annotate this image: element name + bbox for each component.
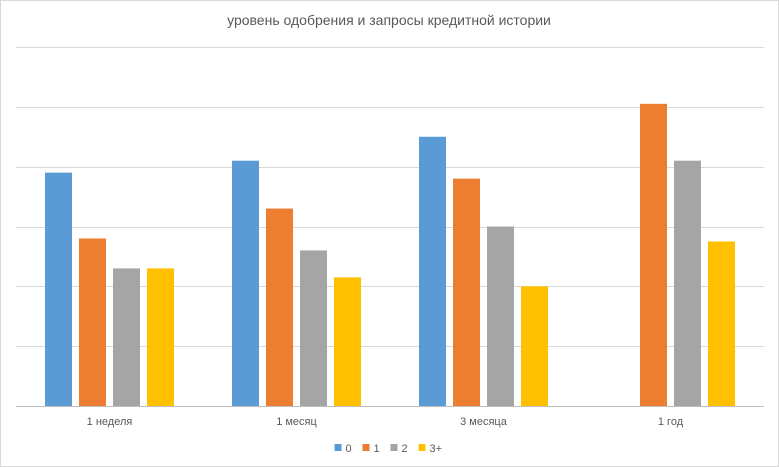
legend-label-1: 1 [374, 443, 380, 455]
legend-label-0: 0 [346, 443, 352, 455]
bars-layer [45, 103, 735, 406]
legend-label-3+: 3+ [430, 443, 443, 455]
bar-3-series-1 [453, 178, 480, 406]
bar-1-series-1 [79, 238, 106, 406]
legend: 0 1 2 3+ [334, 443, 443, 455]
bar-3-series-2 [487, 226, 514, 406]
legend-swatch-1 [362, 444, 370, 451]
bar-4-series-2 [674, 160, 701, 406]
legend-swatch-2 [390, 444, 398, 451]
grid-layer [16, 47, 764, 347]
x-tick-label: 1 год [658, 416, 684, 428]
legend-swatch-0 [334, 444, 342, 451]
bar-2-series-0 [232, 160, 259, 406]
x-axis: 1 неделя 1 месяц 3 месяца 1 год [16, 406, 764, 428]
legend-swatch-3+ [418, 444, 426, 451]
bar-2-series-1 [266, 208, 293, 406]
bar-3-series-3+ [521, 286, 548, 406]
chart-title: уровень одобрения и запросы кредитной ис… [227, 12, 551, 28]
bar-1-series-3+ [147, 268, 174, 406]
bar-3-series-0 [419, 136, 446, 406]
bar-2-series-2 [300, 250, 327, 406]
bar-1-series-2 [113, 268, 140, 406]
bar-4-series-3+ [708, 241, 735, 406]
legend-label-2: 2 [402, 443, 408, 455]
bar-2-series-3+ [334, 277, 361, 406]
x-tick-label: 1 неделя [87, 416, 133, 428]
bar-1-series-0 [45, 172, 72, 406]
bar-4-series-1 [640, 103, 667, 406]
x-tick-label: 3 месяца [460, 416, 508, 428]
x-tick-label: 1 месяц [276, 416, 317, 428]
